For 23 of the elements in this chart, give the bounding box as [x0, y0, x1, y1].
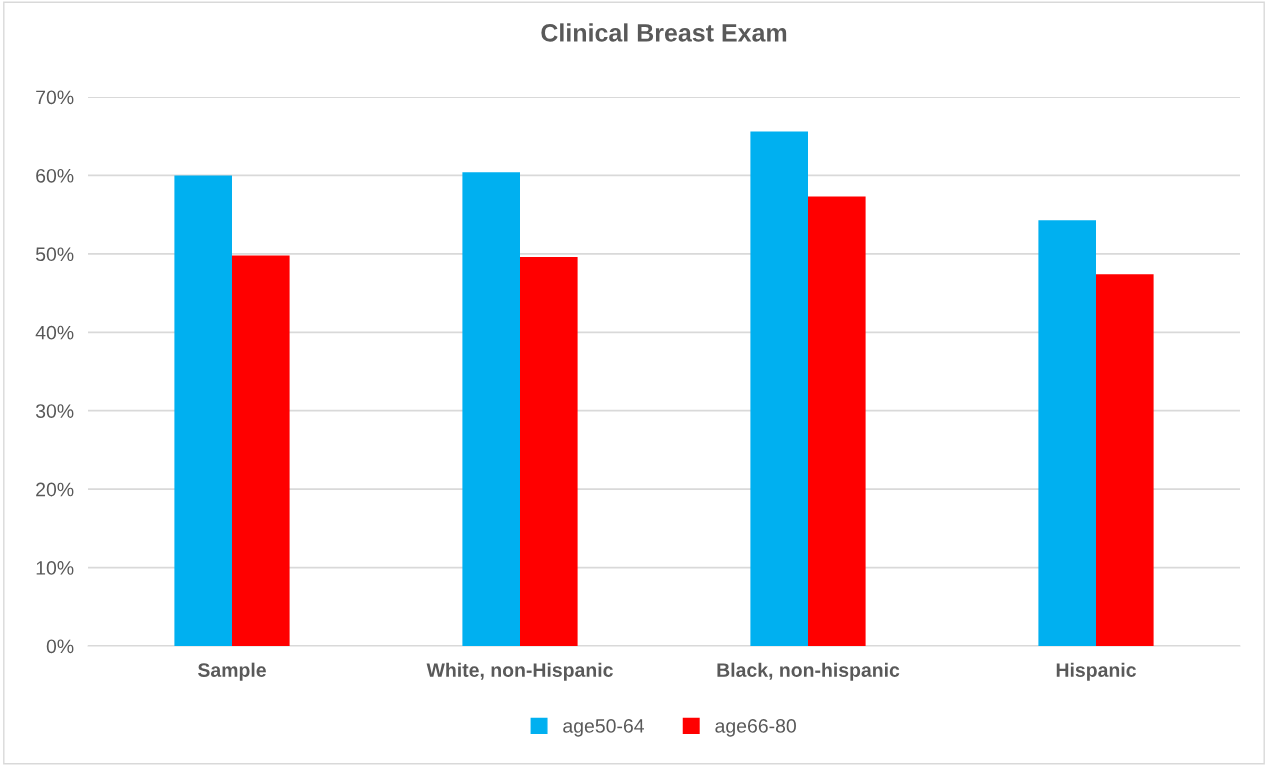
- x-tick-label: Black, non-hispanic: [717, 662, 900, 681]
- legend-label: age66-80: [715, 719, 796, 737]
- bar: [1096, 274, 1154, 646]
- y-tick-label: 10%: [36, 561, 74, 575]
- bar: [808, 196, 866, 646]
- legend-label: age50-64: [563, 719, 644, 737]
- bar: [750, 131, 808, 646]
- y-tick-label: 0%: [46, 639, 74, 654]
- y-tick-label: 30%: [35, 404, 74, 418]
- bar: [462, 172, 520, 646]
- bar: [174, 175, 232, 646]
- bar: [232, 255, 290, 646]
- x-tick-label: Sample: [197, 662, 266, 681]
- x-tick-label: White, non-Hispanic: [426, 662, 613, 681]
- y-tick-label: 50%: [35, 247, 74, 262]
- bar: [520, 256, 578, 646]
- y-tick-label: 40%: [35, 325, 74, 340]
- bar: [1038, 220, 1096, 646]
- y-tick-label: 60%: [36, 168, 74, 183]
- chart-title: Clinical Breast Exam: [541, 23, 787, 42]
- x-tick-label: Hispanic: [1056, 662, 1136, 681]
- y-tick-label: 70%: [36, 90, 74, 105]
- y-tick-label: 20%: [36, 482, 74, 497]
